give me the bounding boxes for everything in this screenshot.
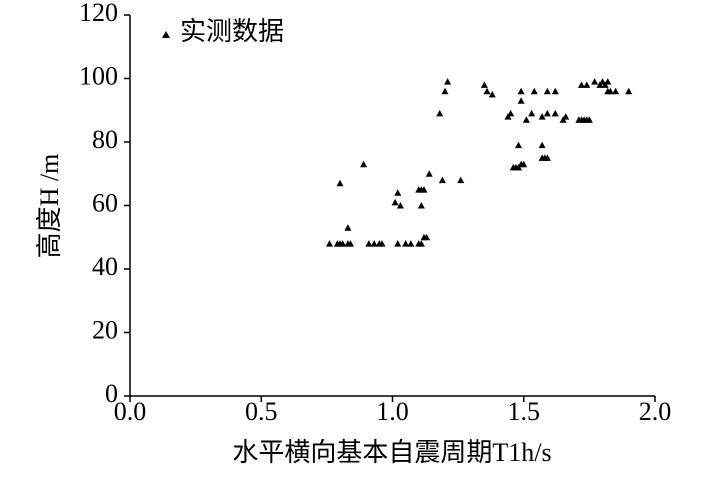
data-point [336,179,344,187]
data-point [604,78,612,85]
data-point [420,186,428,193]
data-point [522,116,530,123]
data-point [391,198,399,206]
data-point [370,240,378,247]
data-point [444,78,452,85]
data-point [344,224,352,231]
x-tick-label: 1.0 [376,397,409,426]
data-point [612,87,620,95]
x-tick-label: 1.5 [508,397,541,426]
x-tick-label: 2.0 [639,397,672,426]
legend-label: 实测数据 [180,17,284,46]
data-point [551,87,559,95]
data-point [488,90,496,98]
data-point [483,87,491,95]
data-point [578,81,585,88]
y-tick-label: 120 [79,0,118,27]
y-tick-label: 100 [79,61,118,90]
x-axis-label: 水平横向基本自震周期T1h/s [232,438,551,467]
data-point [591,78,599,85]
data-point [438,176,446,184]
y-tick-label: 80 [92,125,118,154]
data-point [551,109,559,117]
data-point [530,87,538,95]
y-tick-label: 40 [92,252,118,281]
data-point [583,81,591,88]
y-axis-label: 高度H /m [35,154,64,259]
data-point [441,87,449,95]
x-tick-label: 0.0 [114,397,147,426]
data-point [517,87,525,95]
data-point [543,87,551,95]
y-tick-label: 20 [92,315,118,344]
y-tick-label: 0 [105,379,118,408]
data-point [425,170,433,177]
data-point [326,240,333,247]
data-point [625,87,633,95]
y-tick-label: 60 [92,188,118,217]
data-point [378,240,386,247]
data-point [538,113,546,120]
data-point [515,141,522,149]
data-point [543,154,551,161]
data-point [585,116,593,123]
data-point [457,176,465,184]
data-point [394,240,402,247]
data-point [606,87,614,95]
data-point [543,109,551,117]
data-point [407,240,415,247]
data-point [436,109,444,117]
data-point [402,240,410,247]
data-point [347,240,354,247]
data-point [423,233,431,241]
data-point [517,97,525,104]
data-point [507,109,515,117]
data-point [365,240,373,247]
data-point [339,240,347,247]
data-point [360,160,368,168]
data-point [417,202,425,209]
x-tick-label: 0.5 [245,397,278,426]
data-point [417,240,425,247]
data-point [396,202,404,209]
data-point [538,154,546,161]
data-point [562,113,570,120]
data-point [480,81,488,88]
data-point [394,189,402,196]
data-point [528,109,536,117]
data-point [520,160,528,168]
data-point [538,141,546,149]
legend-marker [162,31,170,38]
